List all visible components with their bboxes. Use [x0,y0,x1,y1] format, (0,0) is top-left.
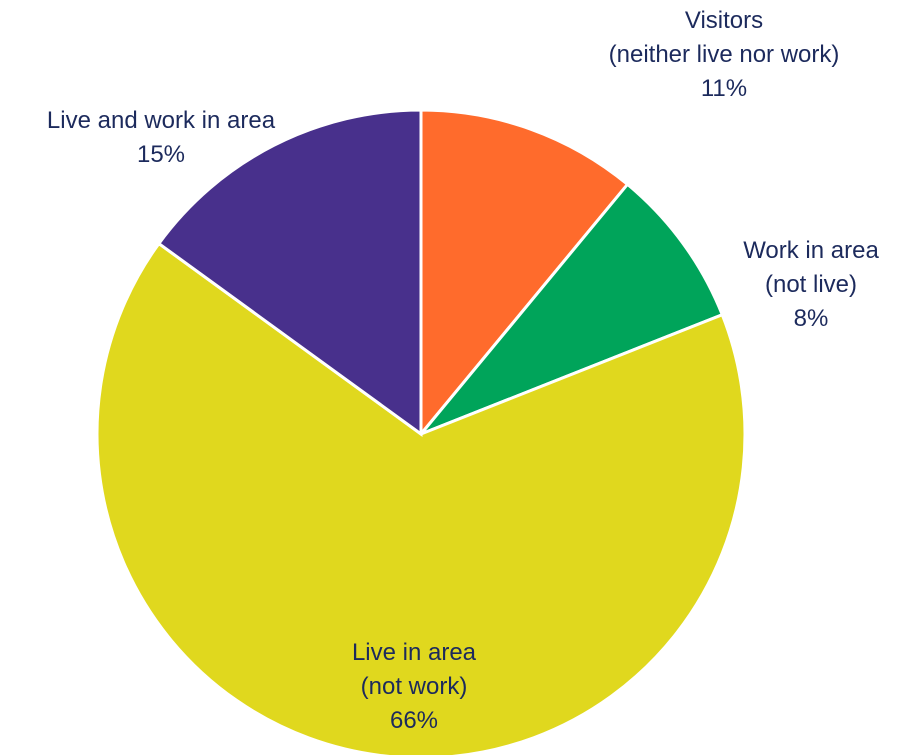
pie-slice-work-in-area-not-live [419,182,725,436]
slice-name-label: (neither live nor work) [609,41,840,68]
slice-name-label: (not live) [765,271,857,298]
slice-value-label: 66% [390,707,438,734]
pie-slice-live-and-work-in-area [156,108,423,437]
slice-name-label: Live in area [352,639,477,666]
slice-value-label: 11% [701,75,747,102]
pie-slices [95,108,747,755]
slice-value-label: 15% [137,141,185,168]
slice-name-label: Visitors [685,7,763,34]
slice-label-group: Visitors (neither live nor work) 11% [609,7,840,102]
slice-name-label: Work in area [743,237,879,264]
pie-slice-live-in-area-not-work [95,241,747,755]
slice-name-label: (not work) [361,673,468,700]
pie-slice-visitors-neither-live-nor-work [419,108,630,439]
pie-labels: Visitors (neither live nor work) 11% Work i… [47,7,880,734]
slice-label-group: Work in area (not live) 8% [743,237,879,332]
slice-label-group: Live and work in area 15% [47,107,276,168]
slice-label-group: Live in area (not work) 66% [352,639,477,734]
slice-value-label: 8% [794,305,829,332]
slice-name-label: Live and work in area [47,107,276,134]
